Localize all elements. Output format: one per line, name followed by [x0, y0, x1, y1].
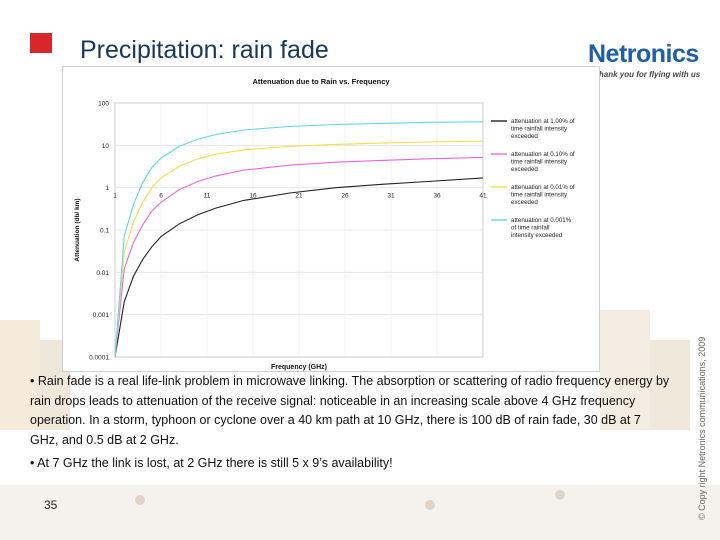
x-axis-label: Frequency (GHz) — [271, 364, 327, 371]
x-tick-label: 26 — [341, 193, 349, 200]
body-text: • Rain fade is a real life-link problem … — [30, 372, 670, 474]
y-tick-label: 100 — [98, 101, 109, 108]
chart-title: Attenuation due to Rain vs. Frequency — [252, 77, 390, 86]
x-tick-label: 6 — [159, 193, 163, 200]
y-tick-label: 0.0001 — [89, 355, 109, 362]
grid-lines — [114, 102, 484, 358]
y-tick-label: 10 — [102, 143, 110, 150]
series-line-1 — [114, 177, 484, 358]
chart-legend: attenuation at 1.00% of time rainfall int… — [491, 118, 575, 239]
series-line-2 — [114, 156, 484, 358]
chart-panel: 100 10 1 0.1 0.01 0.001 0.0001 1 6 11 16 21 26 31 36 4… — [62, 66, 600, 372]
y-axis-label: Attenuation (db/ km) — [74, 198, 81, 261]
legend-label-1: attenuation at 1.00% of time rainfall int… — [511, 118, 575, 140]
x-tick-label: 11 — [204, 193, 211, 200]
series-lines — [114, 121, 484, 358]
logo-tagline: Thank you for flying with us — [594, 70, 701, 79]
slide-title: Precipitation: rain fade — [80, 36, 329, 64]
copyright-notice: © Copy right Netronics communications, 2… — [697, 336, 707, 520]
series-line-3 — [114, 140, 484, 358]
x-tick-label: 31 — [387, 193, 395, 200]
x-tick-label: 36 — [433, 193, 441, 200]
legend-label-4: attenuation at 0.001% of time rainfall int… — [511, 217, 572, 239]
page-number: 35 — [44, 498, 58, 512]
y-tick-label: 1 — [105, 185, 109, 192]
x-tick-label: 41 — [479, 193, 487, 200]
bullet-rain-fade: • Rain fade is a real life-link problem … — [30, 374, 670, 447]
series-line-4 — [114, 121, 484, 358]
netronics-logo: Netronics — [588, 40, 699, 68]
x-tick-label: 1 — [113, 193, 117, 200]
legend-label-3: attenuation at 0.01% of time rainfall int… — [511, 184, 575, 206]
y-tick-label: 0.1 — [100, 228, 109, 235]
title-accent-square — [30, 33, 52, 53]
legend-label-2: attenuation at 0.10% of time rainfall int… — [511, 151, 575, 173]
y-tick-label: 0.01 — [96, 270, 109, 277]
bullet-availability: • At 7 GHz the link is lost, at 2 GHz th… — [30, 456, 393, 470]
x-tick-label: 21 — [295, 193, 303, 200]
x-tick-label: 16 — [249, 193, 257, 200]
y-axis-ticks: 100 10 1 0.1 0.01 0.001 0.0001 — [89, 101, 109, 362]
y-tick-label: 0.001 — [93, 312, 110, 319]
x-axis-ticks: 1 6 11 16 21 26 31 36 41 — [113, 193, 487, 200]
